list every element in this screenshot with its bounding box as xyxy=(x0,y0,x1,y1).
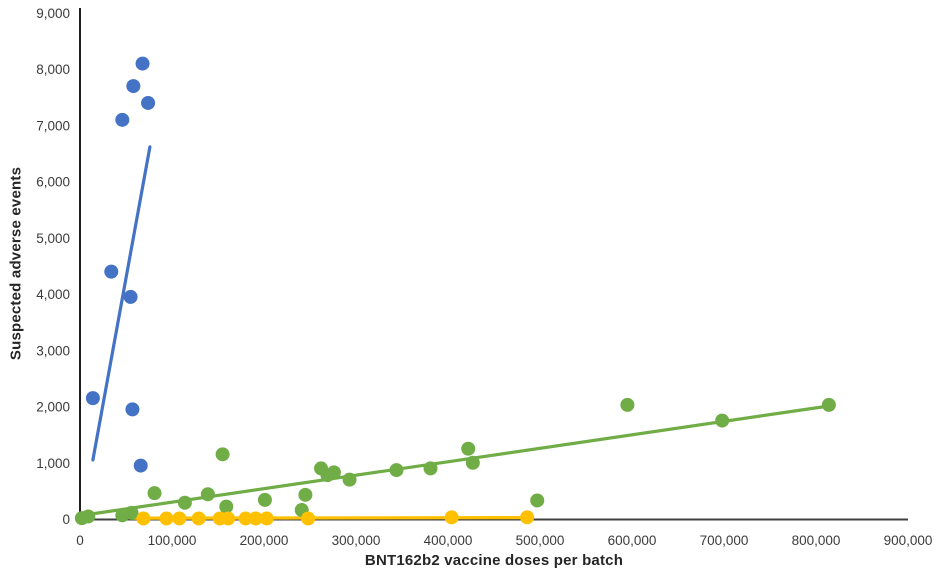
yellow-data-point xyxy=(301,511,316,526)
x-axis-tick-label: 700,000 xyxy=(700,533,749,548)
green-data-point xyxy=(215,447,230,462)
green-data-point xyxy=(200,487,215,502)
green-data-point xyxy=(81,509,96,524)
green-data-point xyxy=(620,397,635,412)
green-data-point xyxy=(530,493,545,508)
yellow-data-point xyxy=(191,511,206,526)
yellow-data-point xyxy=(136,511,151,526)
green-data-point xyxy=(219,499,234,514)
x-axis-tick-label: 0 xyxy=(76,533,84,548)
blue-data-point xyxy=(104,264,119,279)
blue-data-point xyxy=(141,95,156,110)
x-axis-tick-label: 900,000 xyxy=(884,533,933,548)
yellow-data-point xyxy=(520,510,535,525)
x-axis-tick-label: 500,000 xyxy=(516,533,565,548)
blue-trendline xyxy=(91,145,152,462)
y-axis-tick-label: 4,000 xyxy=(36,287,70,302)
green-data-point xyxy=(423,461,438,476)
y-axis-tick-label: 8,000 xyxy=(36,62,70,77)
yellow-data-point xyxy=(221,511,236,526)
blue-data-point xyxy=(125,402,140,417)
green-data-point xyxy=(326,465,341,480)
blue-data-point xyxy=(85,391,100,406)
y-axis-tick-label: 6,000 xyxy=(36,175,70,190)
green-data-point xyxy=(177,495,192,510)
yellow-data-point xyxy=(159,511,174,526)
green-data-point xyxy=(389,463,404,478)
yellow-data-point xyxy=(238,511,253,526)
blue-data-point xyxy=(133,458,148,473)
y-axis-tick-label: 9,000 xyxy=(36,6,70,21)
x-axis-tick-label: 300,000 xyxy=(332,533,381,548)
x-axis-tick-label: 100,000 xyxy=(148,533,197,548)
yellow-data-point xyxy=(259,511,274,526)
blue-data-point xyxy=(135,56,150,71)
yellow-data-point xyxy=(444,510,459,525)
x-axis-tick-label: 800,000 xyxy=(792,533,841,548)
green-data-point xyxy=(257,492,272,507)
green-data-point xyxy=(342,472,357,487)
yellow-data-point xyxy=(172,511,187,526)
y-axis-tick-label: 1,000 xyxy=(36,456,70,471)
y-axis-title: Suspected adverse events xyxy=(7,166,25,361)
blue-data-point xyxy=(126,79,141,94)
y-axis-tick-label: 2,000 xyxy=(36,400,70,415)
x-axis-tick-label: 600,000 xyxy=(608,533,657,548)
green-data-point xyxy=(124,505,139,520)
green-data-point xyxy=(821,397,836,412)
x-axis-title: BNT162b2 vaccine doses per batch xyxy=(364,552,624,569)
green-data-point xyxy=(461,441,476,456)
green-data-point xyxy=(465,455,480,470)
x-axis-tick-label: 200,000 xyxy=(240,533,289,548)
y-axis-tick-label: 3,000 xyxy=(36,343,70,358)
blue-data-point xyxy=(123,289,138,304)
green-data-point xyxy=(715,413,730,428)
y-axis-tick-label: 7,000 xyxy=(36,118,70,133)
y-axis-tick-label: 0 xyxy=(62,512,70,527)
blue-data-point xyxy=(115,112,130,127)
yellow-data-point xyxy=(248,511,263,526)
y-axis-tick-label: 5,000 xyxy=(36,231,70,246)
green-data-point xyxy=(147,486,162,501)
green-data-point xyxy=(298,487,313,502)
x-axis-tick-label: 400,000 xyxy=(424,533,473,548)
